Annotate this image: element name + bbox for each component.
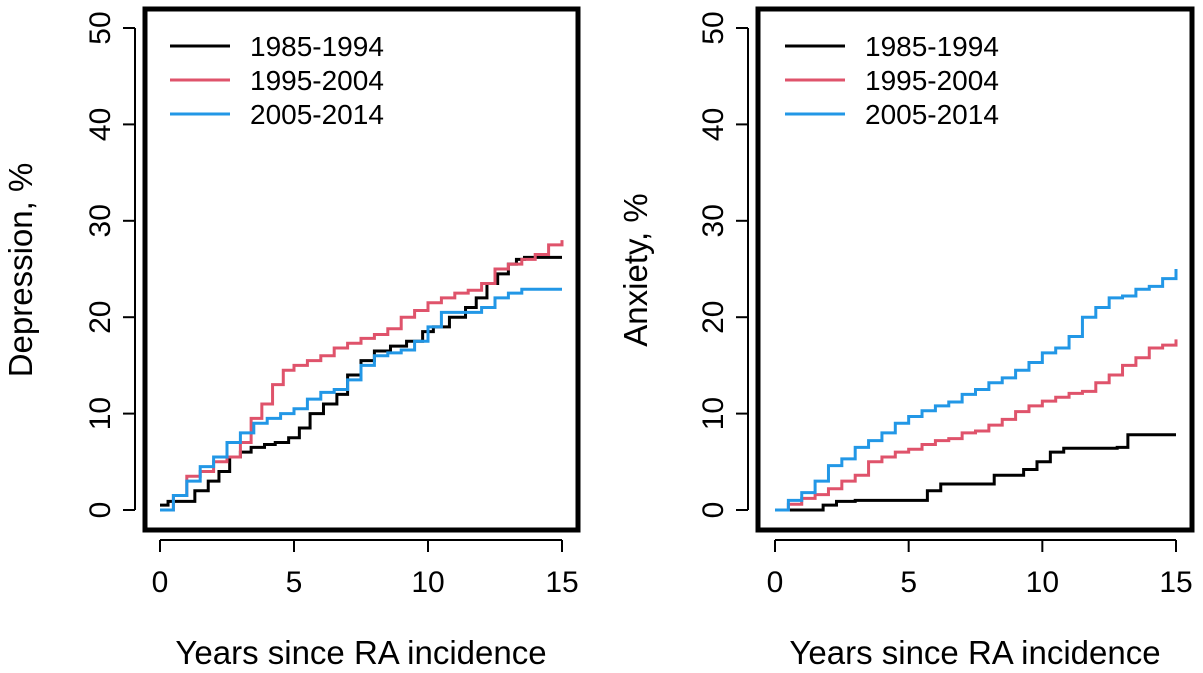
legend-label: 1995-2004 <box>250 65 384 96</box>
y-axis-label: Depression, % <box>2 163 39 378</box>
legend-label: 2005-2014 <box>865 99 999 130</box>
y-tick-label: 0 <box>697 502 730 519</box>
legend-label: 1995-2004 <box>865 65 999 96</box>
series-line-1995-2004 <box>775 339 1178 512</box>
y-axis: 0 10 20 30 40 50 <box>697 11 749 519</box>
x-tick-label: 10 <box>411 566 444 599</box>
y-tick-label: 30 <box>697 204 730 237</box>
y-tick-label: 40 <box>697 108 730 141</box>
x-tick-label: 10 <box>1026 566 1059 599</box>
x-axis: 0 5 10 15 <box>152 539 579 599</box>
legend-label: 1985-1994 <box>250 31 384 62</box>
y-tick-label: 20 <box>697 301 730 334</box>
x-axis: 0 5 10 15 <box>767 539 1193 599</box>
x-tick-label: 15 <box>1159 566 1192 599</box>
y-axis: 0 10 20 30 40 50 <box>84 11 136 519</box>
y-tick-label: 50 <box>697 11 730 44</box>
plot-frame <box>755 6 1195 533</box>
y-tick-label: 0 <box>84 502 117 519</box>
y-axis-label: Anxiety, % <box>617 193 654 346</box>
series-lines <box>775 269 1178 512</box>
y-tick-label: 30 <box>84 204 117 237</box>
x-tick-label: 0 <box>767 566 784 599</box>
x-axis-label: Years since RA incidence <box>789 634 1160 671</box>
series-line-1995-2004 <box>160 240 564 512</box>
anxiety-chart: 0 10 20 30 40 50 0 5 10 15 1985-19941995-2004200… <box>617 6 1195 671</box>
x-tick-label: 5 <box>286 566 303 599</box>
y-tick-label: 20 <box>84 301 117 334</box>
x-tick-label: 15 <box>545 566 578 599</box>
depression-chart: 0 10 20 30 40 50 0 5 10 15 1985-19941995-2004200… <box>2 6 581 671</box>
legend-label: 2005-2014 <box>250 99 384 130</box>
y-tick-label: 40 <box>84 108 117 141</box>
y-tick-label: 10 <box>697 397 730 430</box>
x-tick-label: 5 <box>900 566 917 599</box>
y-tick-label: 10 <box>84 397 117 430</box>
x-tick-label: 0 <box>152 566 169 599</box>
plot-frame <box>142 6 581 533</box>
series-line-1985-1994 <box>775 433 1176 512</box>
legend-label: 1985-1994 <box>865 31 999 62</box>
x-axis-label: Years since RA incidence <box>175 634 546 671</box>
y-tick-label: 50 <box>84 11 117 44</box>
series-line-2005-2014 <box>160 287 562 512</box>
series-line-2005-2014 <box>775 269 1178 512</box>
series-lines <box>160 240 564 512</box>
